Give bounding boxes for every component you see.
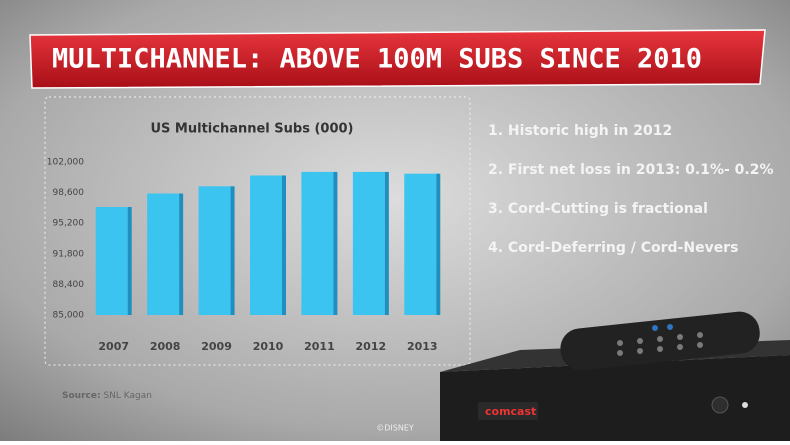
bar [352, 171, 389, 315]
bar-face [250, 175, 282, 315]
x-tick-label: 2013 [407, 340, 438, 353]
bar-side [127, 207, 132, 315]
y-tick-label: 85,000 [53, 311, 85, 321]
bullet-point: 2. First net loss in 2013: 0.1%- 0.2% [488, 162, 774, 178]
heading: MULTICHANNEL: ABOVE 100M SUBS SINCE 2010 [52, 44, 702, 75]
bar [95, 207, 132, 315]
bar-face [352, 171, 385, 315]
footer: ©DISNEY [376, 424, 414, 433]
bullet-point: 4. Cord-Deferring / Cord-Nevers [488, 240, 738, 256]
y-tick-label: 88,400 [53, 280, 85, 290]
x-tick-label: 2012 [356, 340, 387, 353]
bar-side [230, 186, 235, 315]
bar-side [179, 193, 184, 315]
bar-side [282, 175, 286, 315]
heading-banner [29, 29, 766, 89]
bar [250, 175, 286, 315]
source-label: Source: [62, 391, 101, 401]
x-tick-label: 2007 [98, 340, 129, 353]
bar-face [198, 186, 231, 315]
x-tick-label: 2009 [201, 340, 232, 353]
y-tick-label: 91,800 [53, 249, 85, 259]
bar [147, 193, 184, 315]
y-tick-label: 95,200 [53, 219, 85, 229]
bar-side [333, 171, 338, 315]
brand: comcast [485, 405, 536, 418]
bar [404, 173, 441, 315]
bar-face [301, 171, 334, 315]
y-tick-label: 102,000 [47, 158, 84, 168]
bar-side [436, 173, 441, 315]
x-tick-label: 2008 [150, 340, 181, 353]
bullet-point: 3. Cord-Cutting is fractional [488, 201, 708, 217]
bar-side [384, 171, 389, 315]
source: Source: SNL Kagan [62, 391, 152, 401]
bullet-point: 1. Historic high in 2012 [488, 123, 672, 139]
chart-title: US Multichannel Subs (000) [150, 122, 353, 137]
source-text: SNL Kagan [103, 391, 152, 401]
bar-face [147, 193, 180, 315]
set-top-box: comcast [440, 311, 790, 441]
bar [198, 186, 235, 315]
x-tick-label: 2011 [304, 340, 335, 353]
y-tick-label: 98,600 [53, 188, 85, 198]
bar [301, 171, 338, 315]
x-tick-label: 2010 [253, 340, 284, 353]
bar-face [95, 207, 128, 315]
bar-face [404, 173, 437, 315]
